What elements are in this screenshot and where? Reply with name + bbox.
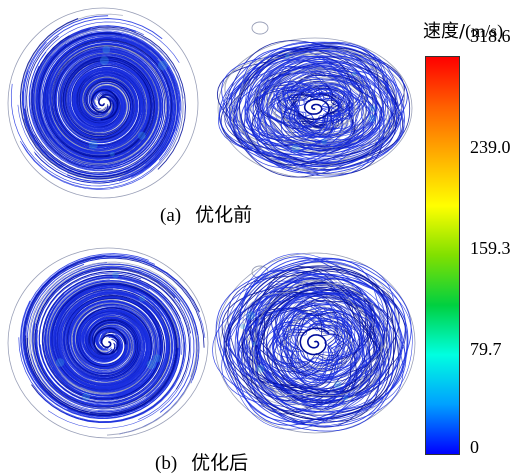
caption-b-text: 优化后 — [191, 452, 249, 474]
caption-a: (a) 优化前 — [160, 200, 252, 227]
legend-title-unit: (m/s) — [465, 21, 504, 41]
velocity-colorbar — [425, 56, 460, 455]
panel-b-left — [7, 247, 209, 439]
colorbar-tick-1: 79.7 — [470, 339, 502, 359]
legend-title: 速度/(m/s) — [423, 17, 503, 43]
panel-a-right-streamlines — [216, 40, 411, 178]
panel-b-right — [212, 252, 416, 434]
panel-b-right-streamlines — [212, 253, 413, 432]
caption-b-label: (b) — [155, 453, 178, 474]
panel-a-left-streamlines — [10, 13, 186, 190]
panel-b-left-streamlines — [18, 253, 206, 436]
colorbar-tick-3: 239.0 — [470, 137, 511, 157]
colorbar-tick-max: 318.6 — [470, 26, 511, 46]
caption-b: (b) 优化后 — [155, 448, 248, 475]
colorbar-tick-2: 159.3 — [470, 238, 511, 258]
caption-a-text: 优化前 — [195, 204, 253, 226]
panel-a-right-port — [251, 21, 269, 35]
panel-a-left — [7, 7, 199, 199]
panel-a-right — [216, 21, 413, 179]
colorbar-tick-min: 0 — [470, 437, 479, 457]
caption-a-label: (a) — [160, 205, 182, 226]
legend-title-cn: 速度/ — [423, 21, 466, 42]
